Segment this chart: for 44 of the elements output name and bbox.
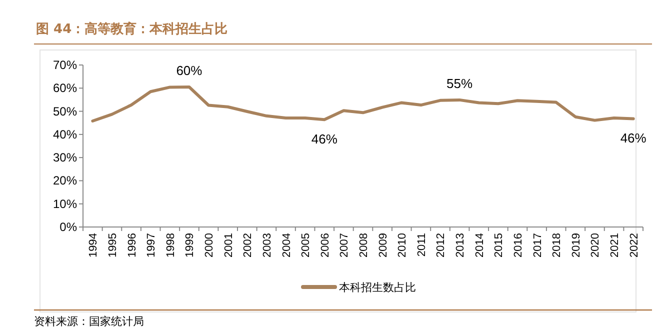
- x-tick-label: 2018: [551, 233, 564, 258]
- x-tick-label: 1997: [146, 233, 158, 258]
- x-tick-label: 2005: [300, 233, 312, 258]
- x-tick-label: 2004: [280, 233, 293, 258]
- x-tick-label: 2019: [570, 233, 582, 258]
- x-tick-label: 1998: [164, 233, 177, 258]
- y-tick-label: 10%: [52, 196, 78, 211]
- x-tick-label: 1994: [88, 233, 100, 258]
- x-tick-label: 1999: [184, 233, 196, 258]
- x-tick-label: 2003: [261, 233, 274, 258]
- y-tick-label: 20%: [52, 174, 78, 188]
- x-tick-label: 2016: [512, 233, 524, 258]
- legend-label: 本科招生数占比: [339, 281, 416, 294]
- x-tick-label: 2012: [435, 233, 448, 258]
- x-tick-label: 2006: [319, 233, 332, 258]
- x-tick-label: 2009: [377, 233, 390, 258]
- x-tick-label: 2011: [416, 233, 428, 257]
- x-tick-label: 1996: [126, 233, 138, 258]
- annotation: 46%: [311, 132, 338, 147]
- annotation: 46%: [620, 130, 647, 146]
- y-tick-label: 40%: [52, 127, 78, 142]
- y-tick-label: 60%: [52, 81, 78, 96]
- x-tick-label: 2010: [396, 233, 409, 258]
- x-tick-label: 2008: [358, 233, 370, 258]
- x-tick-label: 2013: [454, 233, 467, 258]
- chart-title: 图 44：高等教育：本科招生占比: [36, 21, 228, 37]
- x-tick-label: 1995: [106, 233, 119, 258]
- annotation: 60%: [176, 62, 203, 78]
- x-tick-label: 2015: [493, 233, 506, 258]
- x-tick-label: 2017: [532, 233, 544, 258]
- y-tick-label: 70%: [52, 58, 78, 72]
- x-tick-label: 2021: [609, 233, 622, 258]
- y-tick-label: 50%: [52, 104, 78, 118]
- x-tick-label: 2022: [628, 233, 640, 258]
- annotation: 55%: [446, 76, 473, 91]
- x-tick-label: 2001: [222, 233, 235, 258]
- x-tick-label: 2002: [242, 233, 254, 258]
- x-tick-label: 2000: [204, 233, 216, 258]
- text: 资料来源：国家统计局: [34, 315, 144, 328]
- x-tick-label: 2007: [338, 233, 351, 258]
- x-tick-label: 2014: [474, 233, 486, 258]
- x-tick-label: 2020: [590, 233, 602, 258]
- y-tick-label: 30%: [52, 150, 78, 165]
- y-tick-label: 0%: [60, 220, 78, 234]
